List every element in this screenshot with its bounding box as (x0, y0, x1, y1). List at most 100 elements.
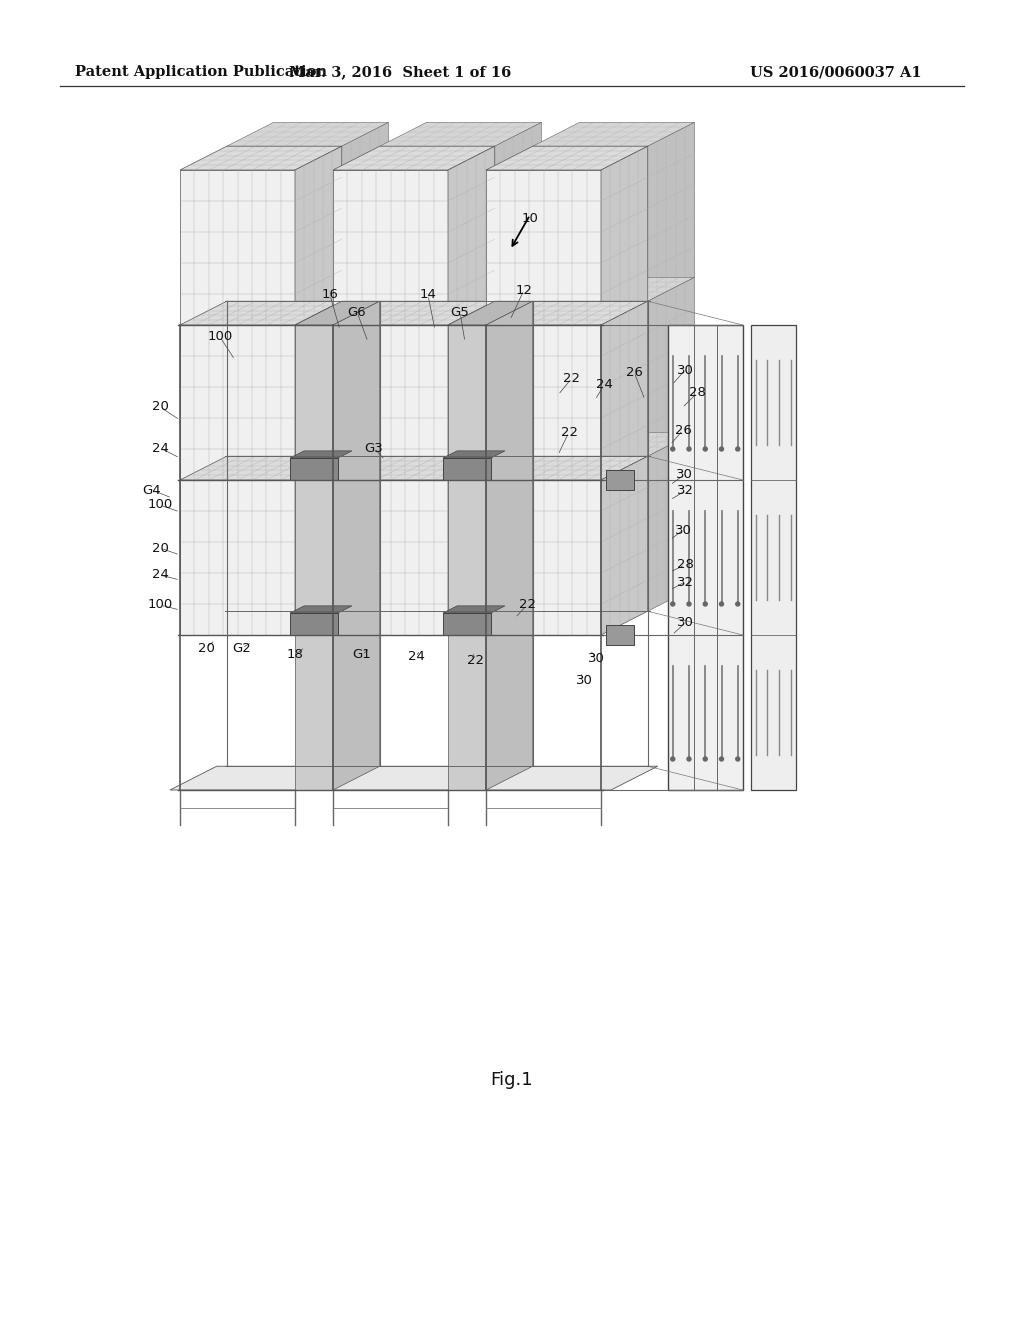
Polygon shape (333, 147, 495, 170)
Circle shape (671, 602, 675, 606)
Text: 28: 28 (677, 558, 693, 572)
Polygon shape (648, 277, 694, 457)
Polygon shape (333, 301, 380, 789)
Polygon shape (606, 624, 634, 645)
Circle shape (687, 756, 691, 762)
Circle shape (671, 756, 675, 762)
Circle shape (736, 447, 739, 451)
Text: 26: 26 (626, 366, 642, 379)
Polygon shape (443, 458, 490, 480)
Text: 30: 30 (575, 673, 593, 686)
Polygon shape (290, 458, 338, 480)
Text: 20: 20 (152, 541, 168, 554)
Text: 20: 20 (152, 400, 168, 413)
Text: 24: 24 (596, 379, 612, 392)
Polygon shape (532, 277, 694, 301)
Text: 20: 20 (198, 642, 214, 655)
Polygon shape (495, 433, 542, 611)
Polygon shape (295, 325, 333, 789)
Polygon shape (180, 325, 295, 480)
Text: 30: 30 (675, 524, 691, 536)
Polygon shape (449, 325, 486, 789)
Polygon shape (180, 170, 295, 325)
Polygon shape (295, 147, 342, 325)
Circle shape (687, 602, 691, 606)
Polygon shape (443, 606, 505, 612)
Polygon shape (333, 301, 495, 325)
Polygon shape (342, 433, 388, 611)
Polygon shape (226, 123, 388, 147)
Polygon shape (486, 457, 648, 480)
Text: 28: 28 (688, 387, 706, 400)
Polygon shape (443, 612, 490, 635)
Polygon shape (495, 123, 542, 301)
Polygon shape (380, 433, 542, 457)
Polygon shape (648, 123, 694, 301)
Text: 24: 24 (152, 441, 168, 454)
Text: 32: 32 (677, 484, 693, 498)
Circle shape (703, 447, 708, 451)
Polygon shape (486, 480, 601, 635)
Text: 22: 22 (518, 598, 536, 611)
Circle shape (671, 447, 675, 451)
Text: 24: 24 (408, 651, 424, 664)
Polygon shape (443, 451, 505, 458)
Text: G1: G1 (352, 648, 372, 661)
Text: 30: 30 (676, 469, 692, 482)
Text: 18: 18 (287, 648, 303, 661)
Polygon shape (295, 457, 342, 635)
Text: 30: 30 (677, 616, 693, 630)
Text: 32: 32 (677, 576, 693, 589)
Text: G4: G4 (142, 483, 162, 496)
Text: G6: G6 (348, 305, 367, 318)
Text: G2: G2 (232, 642, 251, 655)
Polygon shape (606, 470, 634, 490)
Polygon shape (532, 123, 694, 147)
Text: G3: G3 (365, 441, 383, 454)
Polygon shape (751, 325, 796, 789)
Polygon shape (486, 301, 648, 325)
Polygon shape (180, 147, 342, 170)
Polygon shape (226, 433, 388, 457)
Circle shape (687, 447, 691, 451)
Polygon shape (226, 277, 388, 301)
Polygon shape (180, 480, 295, 635)
Polygon shape (290, 451, 352, 458)
Text: Patent Application Publication: Patent Application Publication (75, 65, 327, 79)
Polygon shape (226, 147, 342, 301)
Polygon shape (648, 433, 694, 611)
Polygon shape (380, 277, 542, 301)
Polygon shape (449, 301, 532, 325)
Text: Mar. 3, 2016  Sheet 1 of 16: Mar. 3, 2016 Sheet 1 of 16 (289, 65, 511, 79)
Polygon shape (295, 301, 380, 325)
Circle shape (720, 602, 724, 606)
Polygon shape (532, 433, 694, 457)
Circle shape (720, 756, 724, 762)
Polygon shape (449, 147, 495, 325)
Polygon shape (449, 457, 495, 635)
Text: 30: 30 (588, 652, 604, 664)
Polygon shape (170, 766, 657, 789)
Text: 100: 100 (147, 499, 173, 511)
Polygon shape (180, 457, 342, 480)
Text: 12: 12 (515, 284, 532, 297)
Polygon shape (668, 325, 742, 789)
Polygon shape (601, 457, 648, 635)
Text: 100: 100 (208, 330, 232, 343)
Polygon shape (380, 123, 542, 147)
Text: 16: 16 (322, 289, 339, 301)
Text: 100: 100 (147, 598, 173, 611)
Polygon shape (226, 301, 342, 457)
Polygon shape (532, 457, 648, 611)
Text: G5: G5 (451, 305, 469, 318)
Text: 22: 22 (563, 371, 581, 384)
Polygon shape (380, 301, 495, 457)
Text: 30: 30 (677, 363, 693, 376)
Polygon shape (333, 457, 495, 480)
Polygon shape (342, 123, 388, 301)
Polygon shape (333, 170, 449, 325)
Circle shape (736, 756, 739, 762)
Polygon shape (180, 301, 342, 325)
Polygon shape (342, 277, 388, 457)
Polygon shape (333, 480, 449, 635)
